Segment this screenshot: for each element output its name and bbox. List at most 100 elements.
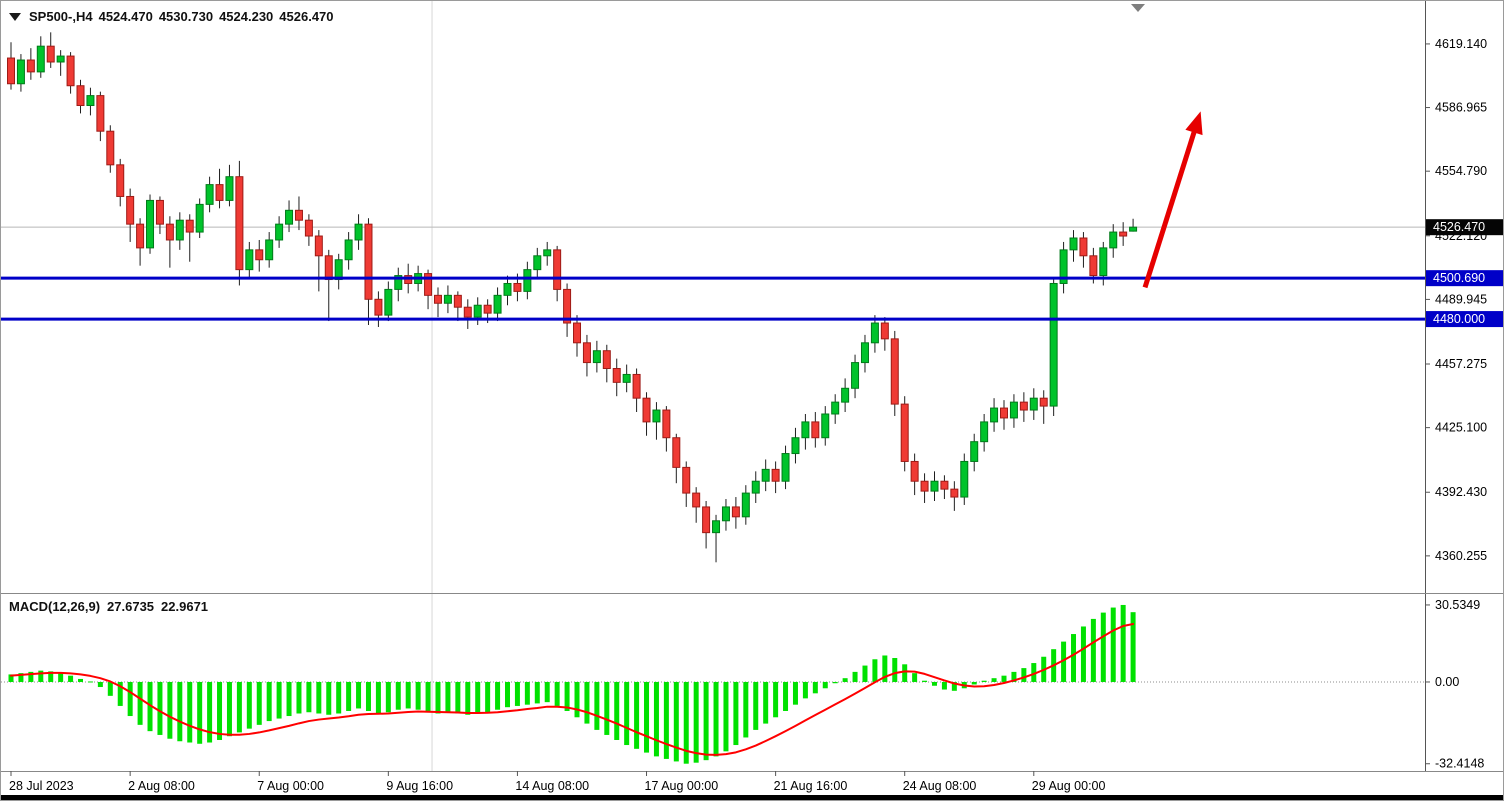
bull-candle bbox=[36, 45, 45, 73]
macd-bar bbox=[912, 673, 918, 682]
macd-bar bbox=[792, 681, 798, 705]
macd-tick-label: 30.5349 bbox=[1435, 598, 1480, 612]
macd-bar bbox=[256, 681, 262, 725]
macd-bar bbox=[1011, 671, 1017, 682]
macd-bar bbox=[544, 681, 550, 703]
bear-candle bbox=[255, 249, 264, 261]
macd-label: MACD(12,26,9) bbox=[9, 599, 101, 614]
bear-candle bbox=[433, 294, 442, 304]
macd-bar bbox=[713, 681, 719, 757]
bull-candle bbox=[344, 239, 353, 261]
macd-bar bbox=[455, 681, 461, 714]
bear-candle bbox=[642, 397, 651, 423]
bull-candle bbox=[712, 520, 721, 534]
macd-bar bbox=[862, 665, 868, 682]
macd-bar bbox=[822, 681, 828, 689]
bear-candle bbox=[513, 282, 522, 292]
macd-bar bbox=[783, 681, 789, 711]
bull-candle bbox=[473, 304, 482, 318]
bull-candle bbox=[443, 294, 452, 304]
bear-candle bbox=[731, 506, 740, 518]
bull-candle bbox=[1129, 226, 1138, 232]
bear-candle bbox=[364, 223, 373, 300]
bull-candle bbox=[960, 460, 969, 498]
bear-candle bbox=[662, 409, 671, 439]
macd-bar bbox=[872, 659, 878, 682]
chart-shift-marker-icon[interactable] bbox=[1131, 4, 1145, 12]
time-tick-label: 21 Aug 16:00 bbox=[774, 779, 848, 793]
bull-candle bbox=[265, 239, 274, 261]
macd-bar bbox=[236, 681, 242, 733]
bull-candle bbox=[225, 176, 234, 201]
bull-candle bbox=[870, 322, 879, 344]
macd-bar bbox=[842, 678, 848, 682]
macd-bar bbox=[87, 681, 93, 683]
time-tick-label: 2 Aug 08:00 bbox=[128, 779, 195, 793]
macd-bar bbox=[217, 681, 223, 740]
macd-bar bbox=[207, 681, 213, 743]
bull-candle bbox=[86, 95, 95, 107]
bull-candle bbox=[841, 387, 850, 403]
trend-arrow-object[interactable] bbox=[1142, 111, 1203, 289]
bear-candle bbox=[632, 373, 641, 399]
bear-candle bbox=[1119, 231, 1128, 237]
macd-bar bbox=[882, 655, 888, 682]
macd-bar bbox=[892, 658, 898, 682]
macd-bar bbox=[336, 681, 342, 714]
macd-bar bbox=[445, 681, 451, 713]
bear-candle bbox=[463, 306, 472, 318]
bull-candle bbox=[761, 468, 770, 482]
bull-candle bbox=[1069, 237, 1078, 251]
price-tick-label: 4619.140 bbox=[1435, 37, 1487, 51]
bear-candle bbox=[116, 164, 125, 197]
macd-bar bbox=[68, 675, 74, 682]
bull-candle bbox=[195, 203, 204, 233]
macd-bar bbox=[157, 681, 163, 735]
bear-candle bbox=[155, 199, 164, 225]
time-tick-label: 14 Aug 08:00 bbox=[515, 779, 589, 793]
bear-candle bbox=[940, 480, 949, 490]
macd-bar bbox=[246, 681, 252, 729]
bear-candle bbox=[483, 304, 492, 314]
bear-candle bbox=[96, 95, 105, 132]
macd-bar bbox=[326, 681, 332, 715]
bear-candle bbox=[920, 480, 929, 492]
bull-candle bbox=[851, 362, 860, 389]
macd-bar bbox=[97, 681, 103, 688]
price-tick-label: 4554.790 bbox=[1435, 164, 1487, 178]
macd-bar bbox=[971, 681, 977, 685]
bear-candle bbox=[890, 338, 899, 405]
ohlc-low: 4524.230 bbox=[219, 9, 274, 24]
bear-candle bbox=[453, 294, 462, 308]
macd-bar bbox=[1110, 607, 1116, 682]
macd-bar bbox=[663, 681, 669, 759]
macd-bar bbox=[564, 681, 570, 711]
bear-candle bbox=[612, 368, 621, 383]
bear-candle bbox=[1000, 407, 1008, 419]
price-axis: 4619.1404586.9654554.7904522.1204489.945… bbox=[1, 1, 1503, 772]
macd-bar bbox=[485, 681, 491, 713]
price-tick-label: 4360.255 bbox=[1435, 549, 1487, 563]
symbol-dropdown-icon bbox=[9, 12, 21, 21]
bear-candle bbox=[1079, 237, 1088, 257]
price-tick-label: 4586.965 bbox=[1435, 101, 1487, 115]
macd-bar bbox=[703, 681, 709, 761]
bull-candle bbox=[56, 55, 65, 63]
macd-bar bbox=[763, 681, 769, 724]
bull-candle bbox=[930, 480, 939, 492]
bull-candle bbox=[980, 421, 989, 443]
bull-candle bbox=[1059, 249, 1068, 284]
macd-bar bbox=[465, 681, 471, 715]
macd-bar bbox=[832, 681, 838, 684]
macd-bar bbox=[475, 681, 481, 714]
price-tick-label: 4457.275 bbox=[1435, 357, 1487, 371]
macd-bar bbox=[286, 681, 292, 717]
bull-candle bbox=[533, 255, 542, 271]
macd-bar bbox=[1090, 618, 1096, 682]
bear-candle bbox=[563, 288, 572, 324]
macd-bar bbox=[931, 681, 937, 686]
macd-bar bbox=[38, 670, 44, 682]
bull-candle bbox=[751, 480, 760, 494]
macd-bar bbox=[1031, 663, 1037, 682]
